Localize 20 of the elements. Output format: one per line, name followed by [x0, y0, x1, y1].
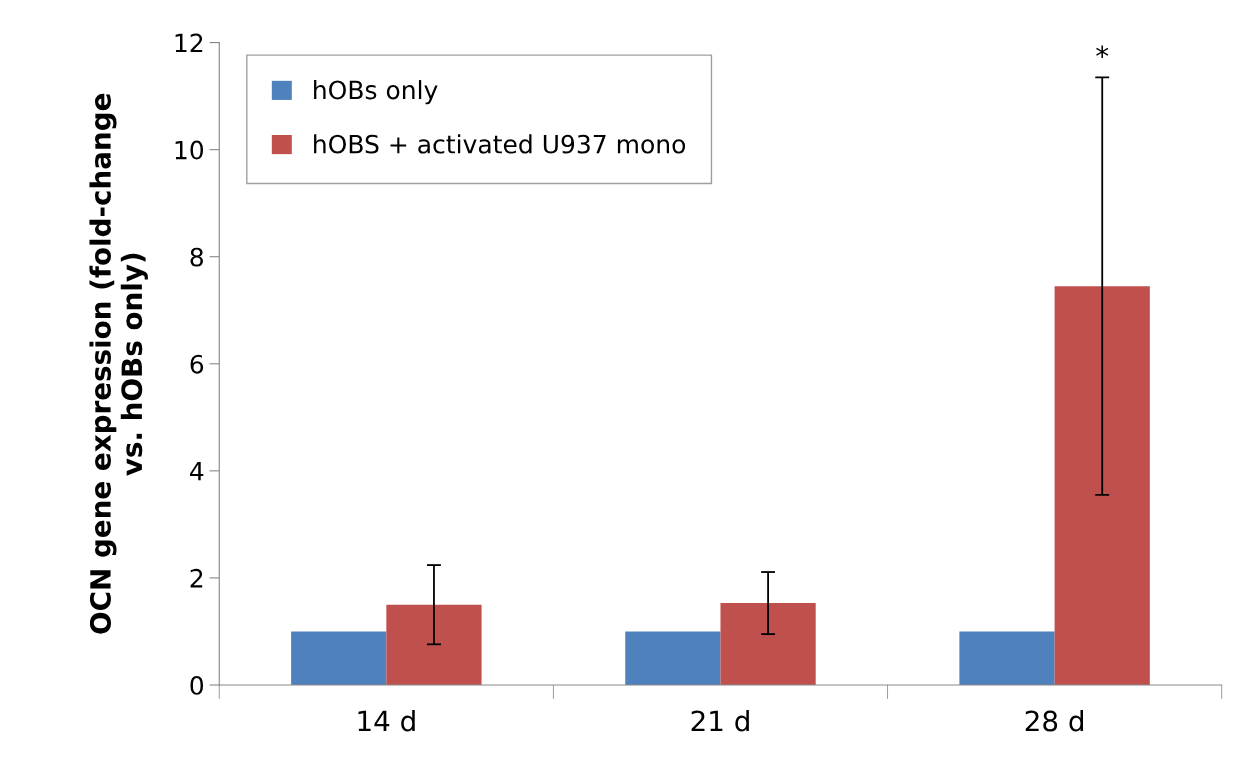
legend-label: hOBS + activated U937 mono: [314, 134, 686, 154]
x-tick-label: 28 d: [1025, 709, 1083, 732]
y-tick-label: 8: [190, 247, 203, 267]
y-tick-label: 6: [190, 354, 204, 374]
annotation: *: [1096, 45, 1109, 59]
bar: [720, 603, 816, 685]
bar: [291, 631, 387, 685]
bar: [959, 631, 1055, 685]
y-tick-label: 2: [190, 568, 203, 588]
bar: [386, 604, 482, 685]
y-axis-title: OCN gene expression (fold-change vs. hOBs only): [89, 93, 148, 634]
y-tick-label: 10: [175, 140, 204, 160]
y-tick-label: 4: [190, 462, 204, 481]
x-tick-label: 21 d: [691, 709, 749, 732]
y-tick-label: 0: [190, 675, 204, 695]
x-tick-label: 14 d: [358, 709, 415, 732]
bar: [1054, 286, 1150, 685]
y-tick-label: 12: [175, 33, 203, 53]
bar: [625, 631, 721, 685]
legend-label: hOBs only: [314, 80, 438, 105]
